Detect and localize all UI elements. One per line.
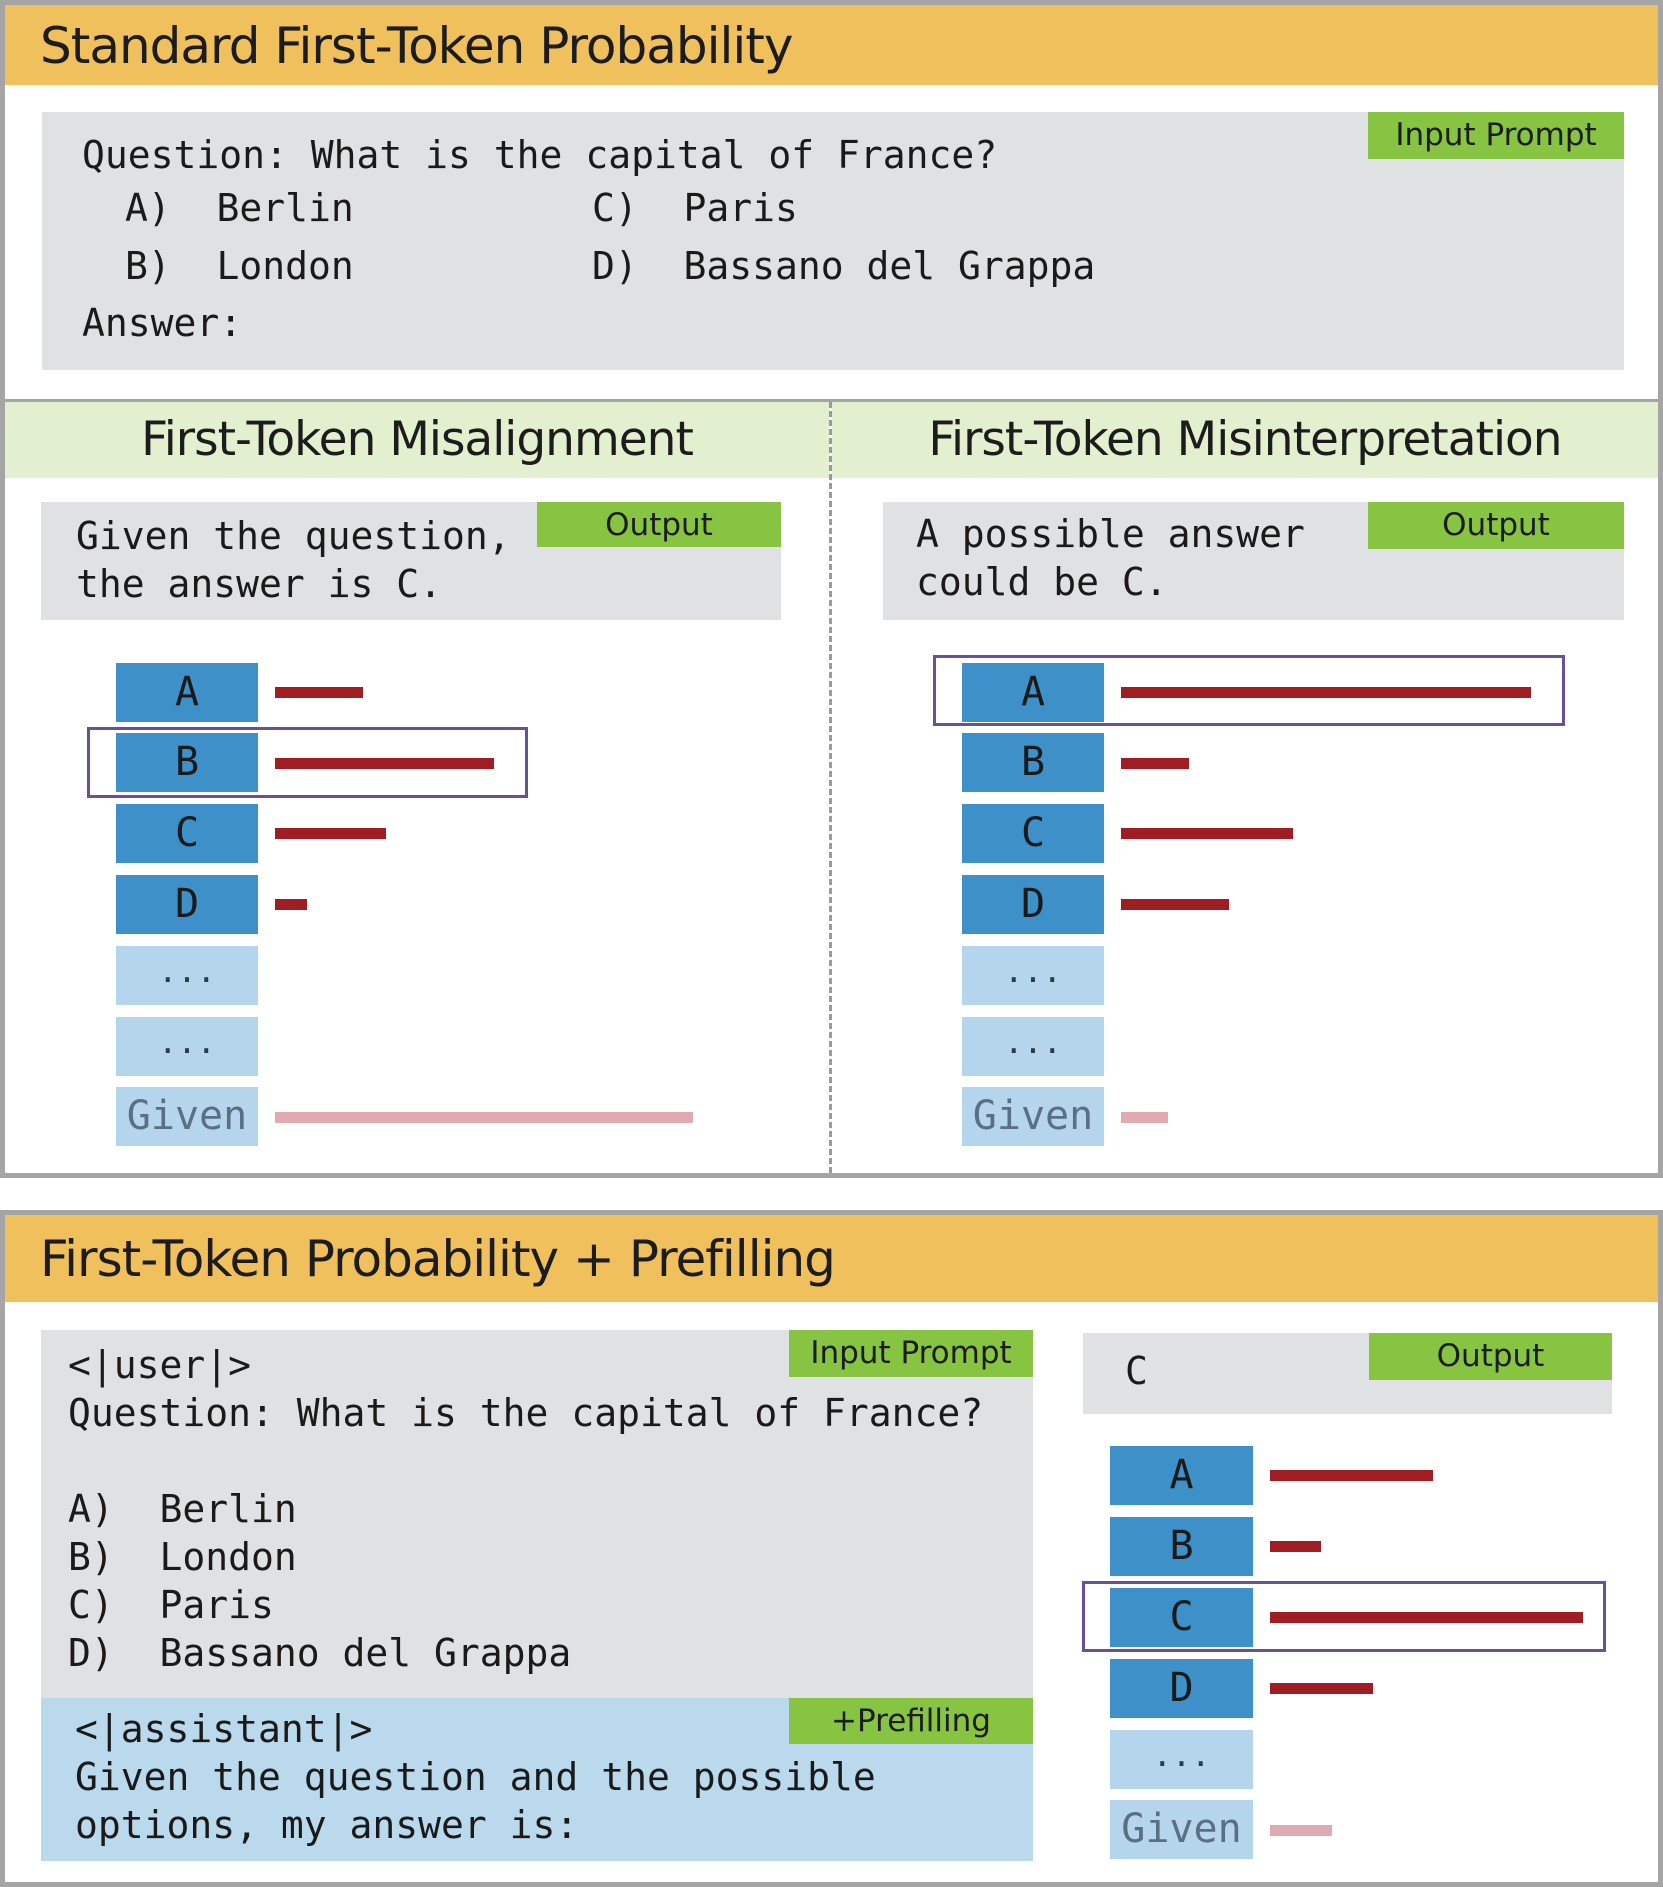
option-a: A) Berlin <box>125 186 354 230</box>
misinterpretation-header <box>832 402 1658 478</box>
prefill-bar-given <box>1270 1825 1332 1836</box>
misalignment-token-c: C <box>116 804 258 863</box>
misalignment-highlight-box <box>87 727 528 798</box>
prefill-token-ellipsis: ... <box>1110 1730 1253 1789</box>
option-b: B) London <box>125 244 354 288</box>
misalignment-token-d: D <box>116 875 258 934</box>
prefill-option-a: A) Berlin <box>68 1487 297 1531</box>
misinterpretation-token-d: D <box>962 875 1104 934</box>
standard-title: Standard First-Token Probability <box>40 17 793 75</box>
prefill-prompt-box <box>41 1330 1033 1698</box>
misalignment-token-ellipsis-2: ... <box>116 1017 258 1076</box>
misalignment-token-a: A <box>116 663 258 722</box>
prefill-bar-d <box>1270 1683 1373 1694</box>
misinterpretation-output-line2: could be C. <box>916 560 1168 604</box>
misinterpretation-token-ellipsis-1: ... <box>962 946 1104 1005</box>
misinterpretation-token-a: A <box>962 663 1104 722</box>
prefill-title: First-Token Probability + Prefilling <box>40 1230 836 1288</box>
misinterpretation-bar-d <box>1121 899 1229 910</box>
option-d: D) Bassano del Grappa <box>592 244 1096 288</box>
prefill-header <box>5 1215 1658 1302</box>
misinterpretation-title: First-Token Misinterpretation <box>928 412 1562 467</box>
misalignment-bar-c <box>275 828 386 839</box>
misinterpretation-token-given: Given <box>962 1087 1104 1146</box>
prefill-option-b: B) London <box>68 1535 297 1579</box>
prefill-highlight-box <box>1082 1581 1606 1652</box>
prefill-output-text: C <box>1125 1349 1148 1393</box>
prefill-token-b: B <box>1110 1517 1253 1576</box>
prefill-user-tag: <|user|> <box>68 1343 252 1387</box>
prefill-assistant-line2: options, my answer is: <box>75 1803 579 1847</box>
prefill-output-tag: Output <box>1369 1333 1612 1380</box>
misalignment-bar-b <box>275 758 494 769</box>
prefill-assistant-line1: Given the question and the possible <box>75 1755 876 1799</box>
input-prompt-tag: Input Prompt <box>1368 112 1624 159</box>
prefill-token-c: C <box>1110 1588 1253 1647</box>
misalignment-title: First-Token Misalignment <box>141 412 694 467</box>
misalignment-token-b: B <box>116 733 258 792</box>
prefill-bar-a <box>1270 1470 1433 1481</box>
misinterpretation-bar-c <box>1121 828 1293 839</box>
misinterpretation-bar-b <box>1121 758 1189 769</box>
misinterpretation-highlight-box <box>933 655 1565 726</box>
misinterpretation-token-c: C <box>962 804 1104 863</box>
misalignment-output-line2: the answer is C. <box>76 562 443 606</box>
prefill-option-c: C) Paris <box>68 1583 274 1627</box>
prefill-bar-c <box>1270 1612 1583 1623</box>
misinterpretation-output-line1: A possible answer <box>916 512 1305 556</box>
input-prompt-box <box>42 112 1624 370</box>
section-divider <box>5 399 1658 402</box>
prefill-input-prompt-tag: Input Prompt <box>789 1330 1033 1377</box>
misinterpretation-bar-a <box>1121 687 1531 698</box>
prefill-token-given: Given <box>1110 1800 1253 1859</box>
prefill-token-a: A <box>1110 1446 1253 1505</box>
misalignment-output-tag: Output <box>537 502 781 547</box>
misalignment-header <box>5 402 829 478</box>
prefilling-tag: +Prefilling <box>789 1698 1033 1744</box>
misinterpretation-token-ellipsis-2: ... <box>962 1017 1104 1076</box>
misalignment-bar-a <box>275 687 363 698</box>
prefill-token-d: D <box>1110 1659 1253 1718</box>
answer-label: Answer: <box>82 301 243 345</box>
prefill-option-d: D) Bassano del Grappa <box>68 1631 572 1675</box>
misalignment-token-ellipsis-1: ... <box>116 946 258 1005</box>
standard-header <box>5 5 1658 85</box>
prefill-bar-b <box>1270 1541 1321 1552</box>
prefill-assistant-tag: <|assistant|> <box>75 1707 373 1751</box>
misalignment-output-line1: Given the question, <box>76 514 511 558</box>
misinterpretation-output-tag: Output <box>1368 502 1624 549</box>
misinterpretation-bar-given <box>1121 1112 1168 1123</box>
misalignment-token-given: Given <box>116 1087 258 1146</box>
option-c: C) Paris <box>592 186 798 230</box>
misalignment-bar-given <box>275 1112 693 1123</box>
misinterpretation-token-b: B <box>962 733 1104 792</box>
prefill-question: Question: What is the capital of France? <box>68 1391 984 1435</box>
misalignment-bar-d <box>275 899 307 910</box>
column-divider <box>829 402 832 1173</box>
question-text: Question: What is the capital of France? <box>82 133 998 177</box>
